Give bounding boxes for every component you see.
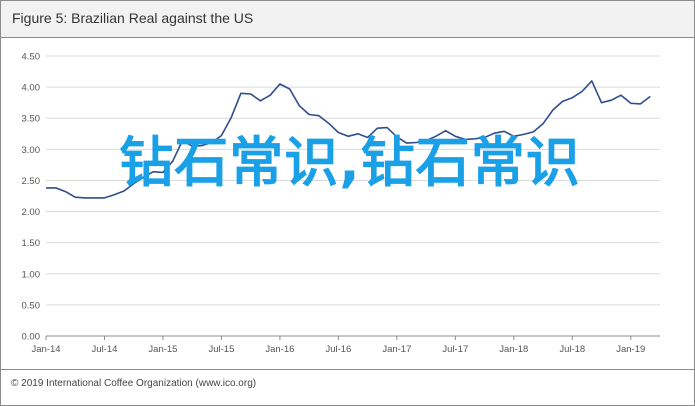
figure-title: Figure 5: Brazilian Real against the US (12, 10, 254, 26)
y-tick-label: 0.00 (22, 332, 41, 343)
y-axis-ticks: 0.00 0.50 1.00 1.50 2.00 2.50 3.00 3.50 4.00 4.50 (22, 52, 41, 343)
watermark-text: 钻石常识,钻石常识 (119, 131, 581, 194)
series-group (46, 80, 651, 199)
grid-lines (46, 55, 660, 306)
x-tick-label: Jul-17 (442, 344, 468, 355)
footer-divider (1, 369, 694, 370)
x-tick-label: Jan-14 (31, 344, 60, 355)
y-tick-label: 4.50 (22, 52, 41, 63)
x-tick-label: Jul-16 (325, 344, 351, 355)
x-axis-ticks: Jan-14 Jul-14 Jan-15 Jul-15 Jan-16 Jul-16 Jan-… (31, 336, 645, 355)
y-tick-label: 1.50 (22, 238, 41, 249)
title-band: Figure 5: Brazilian Real against the US (1, 1, 694, 38)
figure-footer: © 2019 International Coffee Organization… (11, 378, 257, 389)
y-tick-label: 2.50 (22, 176, 41, 187)
y-tick-label: 3.50 (22, 114, 41, 125)
x-tick-label: Jan-15 (148, 344, 177, 355)
x-tick-label: Jul-18 (559, 344, 585, 355)
y-tick-label: 4.00 (22, 83, 41, 94)
x-tick-label: Jul-14 (92, 344, 118, 355)
y-tick-label: 1.00 (22, 269, 41, 280)
y-tick-label: 3.00 (22, 145, 41, 156)
x-tick-label: Jan-18 (499, 344, 528, 355)
y-tick-label: 2.00 (22, 207, 41, 218)
y-tick-label: 0.50 (22, 300, 41, 311)
x-tick-label: Jan-16 (265, 344, 294, 355)
x-tick-label: Jan-19 (616, 344, 645, 355)
line-chart: 0.00 0.50 1.00 1.50 2.00 2.50 3.00 3.50 4.00 4.50… (22, 52, 660, 355)
x-tick-label: Jul-15 (208, 344, 234, 355)
x-tick-label: Jan-17 (382, 344, 411, 355)
series-line (46, 80, 651, 199)
